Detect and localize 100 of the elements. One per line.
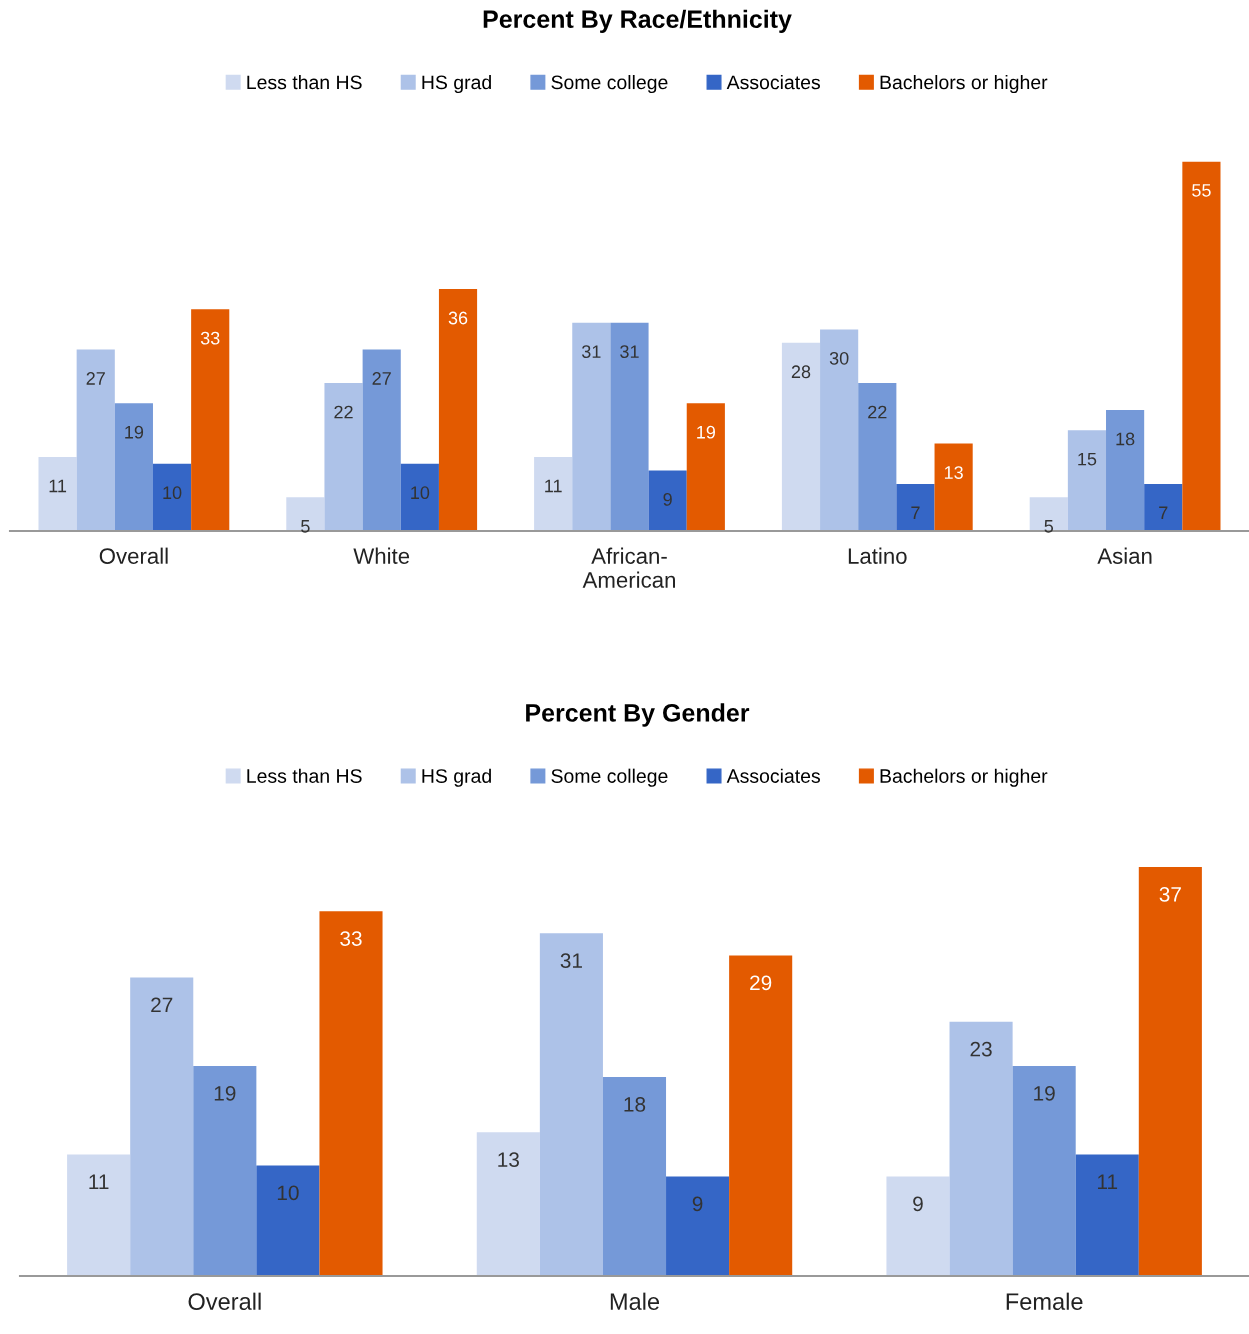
bar <box>286 497 325 531</box>
bar <box>67 1154 131 1276</box>
data-label: 11 <box>1098 1174 1118 1189</box>
bar <box>666 1176 730 1276</box>
data-label: 55 <box>1192 184 1211 197</box>
x-tick-label: Overall <box>188 1292 261 1310</box>
legend-label: HS grad <box>422 74 491 94</box>
bar <box>539 933 603 1276</box>
bar <box>610 322 649 531</box>
data-label: 13 <box>498 1152 519 1168</box>
bar <box>1144 483 1183 531</box>
bar <box>38 457 77 531</box>
bar <box>729 955 793 1276</box>
legend-label: Some college <box>551 74 668 94</box>
data-label: 27 <box>151 997 173 1013</box>
data-label: 15 <box>1078 452 1097 466</box>
x-tick-label: White <box>353 547 410 564</box>
bar <box>1106 410 1145 531</box>
bar <box>1029 497 1068 531</box>
data-label: 28 <box>791 365 811 379</box>
legend-label: Bachelors or higher <box>880 74 1048 94</box>
bar <box>362 349 401 531</box>
bar <box>896 483 935 531</box>
chart-title: Percent By Gender <box>526 703 750 727</box>
data-label: 33 <box>340 931 362 946</box>
legend-label: Less than HS <box>247 74 362 90</box>
data-label: 9 <box>663 493 672 506</box>
data-label: 11 <box>89 1174 109 1189</box>
bar <box>886 1176 950 1276</box>
bar <box>1138 866 1202 1276</box>
data-label: 9 <box>913 1196 923 1212</box>
data-label: 22 <box>868 405 887 419</box>
data-label: 27 <box>86 372 105 385</box>
data-label: 19 <box>214 1085 236 1101</box>
bar <box>1182 161 1221 531</box>
data-label: 9 <box>692 1196 703 1212</box>
bar <box>191 309 230 531</box>
data-label: 19 <box>697 425 716 439</box>
bar <box>152 463 192 531</box>
chart-title: Percent By Race/Ethnicity <box>483 9 792 33</box>
bar <box>1075 1154 1139 1276</box>
data-label: 18 <box>624 1097 646 1112</box>
data-label: 7 <box>1159 506 1168 520</box>
bar <box>1067 430 1107 531</box>
data-label: 18 <box>1116 432 1135 446</box>
bar <box>324 383 363 531</box>
x-tick-label: Latino <box>848 547 907 564</box>
legend-label: Some college <box>551 768 668 787</box>
data-label: 37 <box>1159 886 1181 902</box>
data-label: 31 <box>560 953 582 969</box>
bar <box>400 463 439 531</box>
data-label: 31 <box>620 345 639 358</box>
data-label: 36 <box>448 311 468 325</box>
bar <box>686 403 725 531</box>
bar <box>438 289 478 531</box>
bar <box>76 349 115 531</box>
data-label: 11 <box>545 479 562 493</box>
data-label: 13 <box>944 466 963 479</box>
data-label: 10 <box>411 486 430 500</box>
bar <box>820 329 859 531</box>
bar <box>572 322 611 531</box>
x-tick-label: African- American <box>582 547 675 588</box>
x-tick-label: Female <box>1006 1292 1083 1310</box>
data-label: 10 <box>163 486 182 500</box>
bar <box>193 1065 257 1276</box>
data-label: 5 <box>301 520 310 533</box>
legend-label: Less than HS <box>247 768 362 783</box>
data-label: 29 <box>750 975 772 991</box>
bar <box>534 457 573 531</box>
legend-label: Associates <box>726 74 820 90</box>
data-label: 7 <box>911 506 920 520</box>
bar <box>858 383 897 531</box>
x-tick-label: Asian <box>1097 547 1152 564</box>
bar <box>319 911 383 1276</box>
bar <box>1012 1065 1076 1276</box>
data-label: 19 <box>125 425 144 439</box>
bar <box>648 470 687 531</box>
bar <box>602 1077 667 1276</box>
bar <box>476 1132 540 1276</box>
legend-label: Bachelors or higher <box>880 768 1048 787</box>
data-label: 31 <box>581 345 601 358</box>
legend-label: Associates <box>726 768 820 783</box>
bar <box>934 443 973 531</box>
data-label: 30 <box>829 351 849 365</box>
data-label: 23 <box>970 1041 992 1057</box>
bar <box>781 342 821 531</box>
bar <box>114 403 153 531</box>
data-label: 19 <box>1034 1085 1055 1101</box>
data-label: 33 <box>200 331 220 345</box>
bar <box>256 1165 320 1276</box>
bar <box>130 977 194 1276</box>
data-label: 27 <box>372 372 391 385</box>
data-label: 10 <box>277 1185 299 1201</box>
bar <box>949 1021 1013 1276</box>
x-tick-label: Overall <box>99 547 168 564</box>
legend-label: HS grad <box>422 768 491 787</box>
data-label: 22 <box>334 405 353 419</box>
data-label: 11 <box>49 479 67 493</box>
data-label: 5 <box>1044 520 1054 533</box>
x-tick-label: Male <box>610 1292 660 1310</box>
